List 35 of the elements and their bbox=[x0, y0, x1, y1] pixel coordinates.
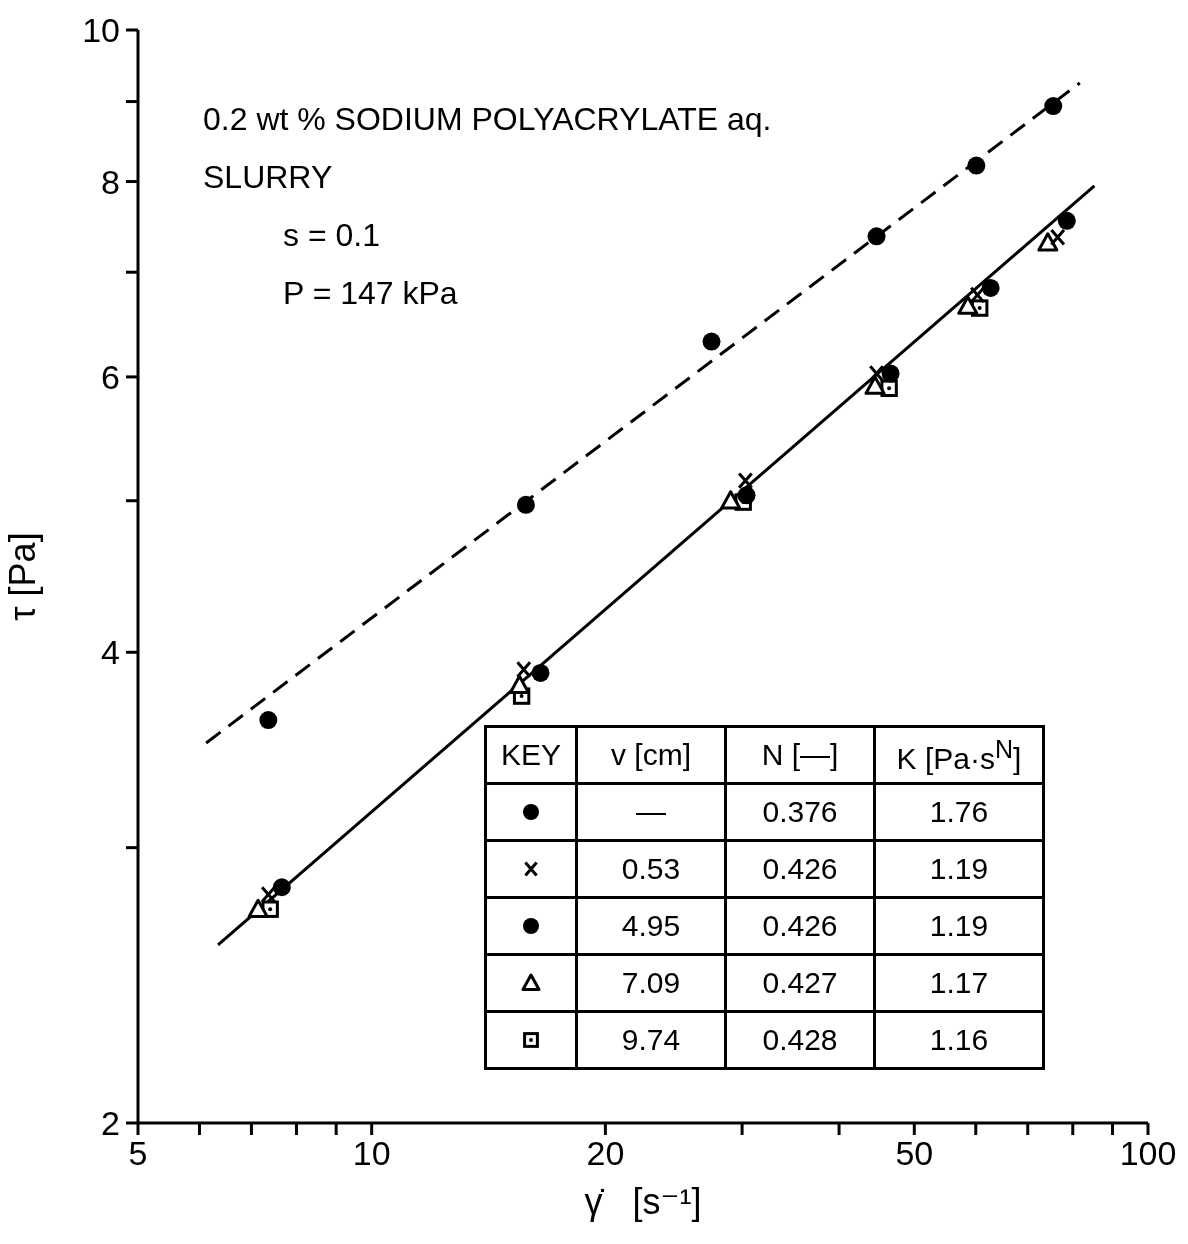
annotation: 4.95 bbox=[576, 897, 726, 955]
x-tick-label: 50 bbox=[895, 1134, 934, 1173]
y-tick-label: 6 bbox=[101, 357, 120, 396]
annotation: 0.427 bbox=[725, 954, 875, 1012]
annotation: s = 0.1 bbox=[282, 216, 381, 255]
annotation: N [—] bbox=[725, 726, 875, 784]
x-tick-label: 5 bbox=[128, 1134, 148, 1173]
annotation: 1.17 bbox=[874, 954, 1044, 1012]
annotation: 7.09 bbox=[576, 954, 726, 1012]
annotation: 1.16 bbox=[874, 1011, 1044, 1069]
x-tick-label: 20 bbox=[586, 1134, 625, 1173]
annotation: 1.19 bbox=[874, 897, 1044, 955]
annotation: 0.426 bbox=[725, 897, 875, 955]
annotation: K [Pa·s$^{N}$] bbox=[874, 726, 1044, 784]
x-axis-title: γ̇ [s⁻¹] bbox=[583, 1180, 703, 1224]
annotation: 0.53 bbox=[576, 840, 726, 898]
annotation: 9.74 bbox=[576, 1011, 726, 1069]
annotation: 0.426 bbox=[725, 840, 875, 898]
annotation: 0.376 bbox=[725, 783, 875, 841]
y-tick-label: 10 bbox=[82, 11, 120, 50]
annotation: P = 147 kPa bbox=[282, 274, 459, 313]
y-axis-title: τ [Pa] bbox=[1, 532, 43, 621]
annotation: v [cm] bbox=[576, 726, 726, 784]
y-tick-label: 4 bbox=[101, 633, 120, 672]
annotation: KEY bbox=[485, 726, 577, 784]
annotation: — bbox=[576, 783, 726, 841]
y-tick-label: 8 bbox=[101, 162, 120, 201]
y-tick-label: 2 bbox=[101, 1104, 120, 1143]
annotation: 1.76 bbox=[874, 783, 1044, 841]
annotation: 1.19 bbox=[874, 840, 1044, 898]
annotation: 0.2 wt % SODIUM POLYACRYLATE aq. bbox=[203, 100, 772, 139]
annotation: SLURRY bbox=[203, 158, 334, 197]
x-tick-label: 100 bbox=[1119, 1134, 1177, 1173]
x-tick-label: 10 bbox=[352, 1134, 391, 1173]
annotation: 0.428 bbox=[725, 1011, 875, 1069]
